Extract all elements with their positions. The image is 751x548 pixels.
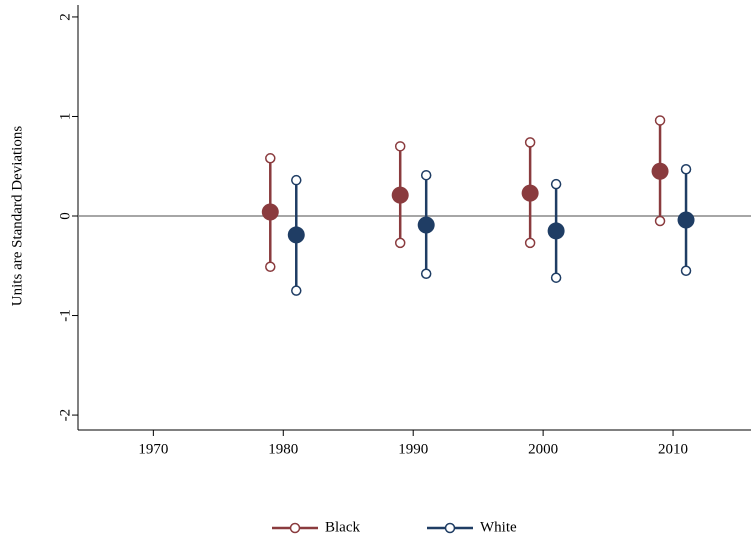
x-tick-label: 1980 [268, 441, 298, 457]
y-axis-title: Units are Standard Deviations [9, 126, 25, 307]
point [417, 216, 435, 234]
legend-marker [289, 522, 301, 534]
error-cap-lower [524, 237, 536, 249]
x-tick-label: 1970 [138, 441, 168, 457]
error-cap-upper [291, 174, 302, 186]
error-cap-lower [291, 285, 302, 296]
error-cap-lower [550, 272, 562, 283]
legend-marker [444, 522, 456, 534]
point [547, 222, 565, 240]
point [521, 184, 539, 202]
error-cap-upper [654, 115, 666, 126]
error-cap-upper [420, 169, 432, 181]
error-cap-lower [420, 268, 432, 279]
error-cap-lower [394, 237, 406, 249]
y-tick-label: -1 [57, 309, 73, 322]
point [287, 226, 305, 244]
legend-label: White [480, 519, 517, 535]
error-cap-upper [265, 153, 276, 164]
legend-label: Black [325, 519, 360, 535]
x-tick-label: 2000 [528, 441, 558, 457]
point [391, 186, 409, 204]
error-cap-lower [265, 261, 276, 273]
error-cap-lower [654, 215, 666, 227]
point [651, 162, 669, 180]
x-tick-label: 2010 [658, 441, 688, 457]
y-tick-label: 1 [57, 113, 73, 121]
y-tick-label: 0 [57, 212, 73, 220]
x-tick-label: 1990 [398, 441, 428, 457]
y-tick-label: -2 [57, 409, 73, 422]
point [677, 211, 695, 229]
error-cap-upper [524, 137, 536, 148]
y-tick-label: 2 [57, 13, 73, 21]
error-cap-upper [550, 178, 562, 190]
error-cap-upper [394, 141, 406, 152]
error-cap-lower [680, 265, 692, 276]
error-cap-upper [680, 163, 692, 175]
point [261, 203, 279, 221]
